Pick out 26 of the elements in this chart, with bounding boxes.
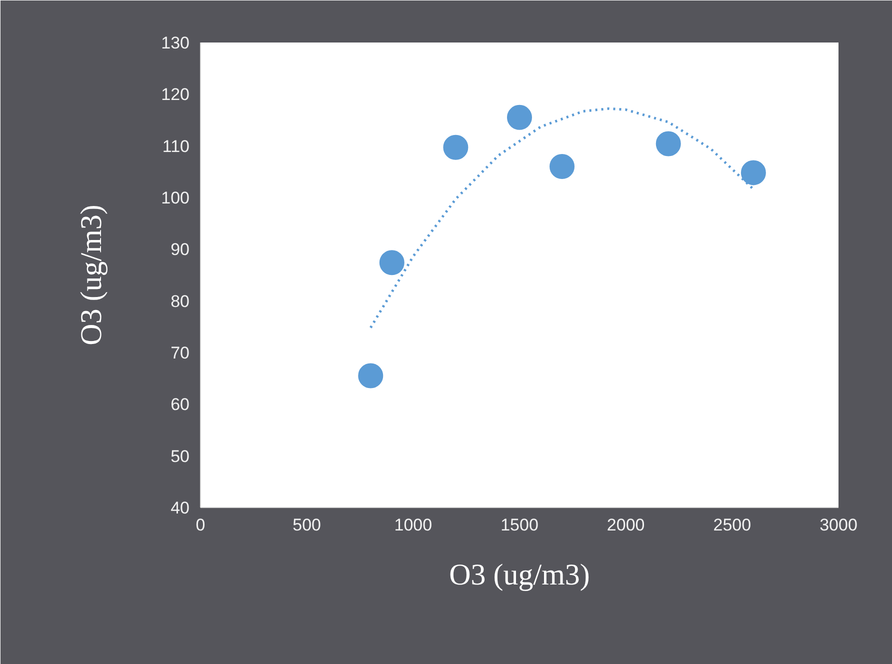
point — [507, 104, 532, 130]
y-tick-label: 50 — [170, 446, 190, 466]
y-tick-label: 80 — [170, 292, 190, 311]
point — [656, 131, 681, 156]
y-tick-label: 120 — [161, 85, 190, 104]
x-tick-label: 1500 — [500, 516, 538, 534]
y-tick-label: 130 — [161, 34, 190, 52]
y-tick-label: 110 — [162, 136, 190, 156]
y-tick-label: 60 — [170, 395, 190, 414]
x-tick-label: 2000 — [606, 516, 645, 534]
x-tick-label: 2500 — [713, 516, 752, 534]
x-tick-label: 1000 — [394, 516, 432, 534]
point — [379, 250, 404, 276]
y-axis-title: O3 (ug/m3) — [75, 204, 108, 346]
y-tick-label: 40 — [170, 498, 190, 518]
x-tick-label: 0 — [196, 516, 206, 534]
x-axis-title: O3 (ug/m3) — [449, 558, 590, 592]
point — [358, 363, 384, 388]
x-tick-label: 500 — [292, 516, 322, 534]
point — [740, 160, 766, 186]
y-tick-label: 70 — [170, 344, 190, 362]
y-tick-label: 100 — [161, 188, 190, 208]
point — [443, 134, 468, 160]
point — [550, 154, 575, 179]
y-tick-label: 90 — [170, 240, 190, 260]
x-tick-label: 3000 — [820, 516, 858, 534]
